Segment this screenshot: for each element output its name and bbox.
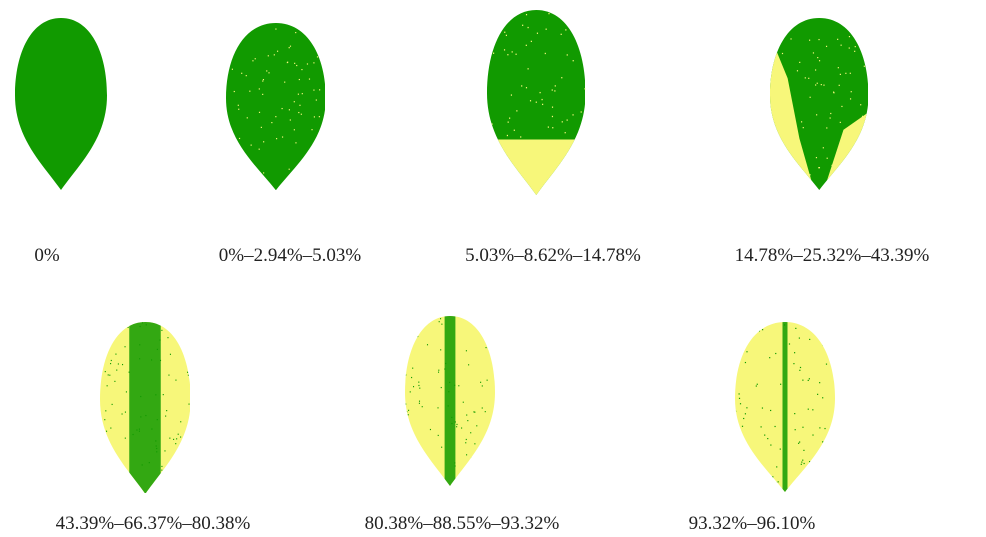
panel-label: 0% bbox=[34, 245, 60, 266]
leaf bbox=[15, 18, 107, 190]
panel-label: 14.78%–25.32%–43.39% bbox=[735, 245, 930, 266]
leaf bbox=[100, 322, 191, 494]
leaf bbox=[405, 316, 495, 486]
leaf bbox=[226, 23, 326, 191]
panel-label: 80.38%–88.55%–93.32% bbox=[365, 513, 560, 534]
leaf bbox=[487, 10, 586, 195]
panel-label: 0%–2.94%–5.03% bbox=[219, 245, 362, 266]
leaf bbox=[770, 18, 869, 190]
panel-label: 43.39%–66.37%–80.38% bbox=[56, 513, 251, 534]
panel-label: 5.03%–8.62%–14.78% bbox=[465, 245, 641, 266]
leaf bbox=[735, 322, 835, 492]
panel-label: 93.32%–96.10% bbox=[689, 513, 816, 534]
